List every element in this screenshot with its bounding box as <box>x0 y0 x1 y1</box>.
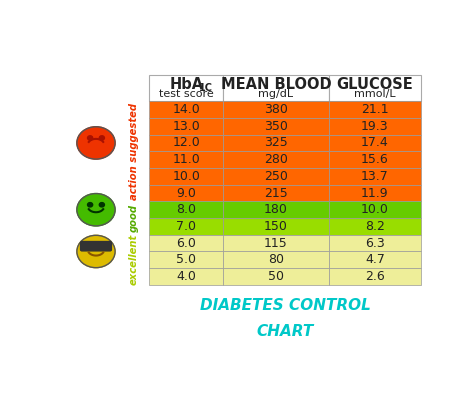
FancyBboxPatch shape <box>223 218 328 235</box>
Text: 8.0: 8.0 <box>176 203 196 216</box>
FancyBboxPatch shape <box>149 135 223 151</box>
Text: 12.0: 12.0 <box>173 137 200 149</box>
Text: 380: 380 <box>264 103 288 116</box>
Text: 80: 80 <box>268 253 284 266</box>
Text: 4.7: 4.7 <box>365 253 385 266</box>
Text: mg/dL: mg/dL <box>258 89 293 99</box>
Text: 8.2: 8.2 <box>365 220 385 233</box>
Circle shape <box>99 136 104 140</box>
Circle shape <box>77 194 115 226</box>
Text: 11.9: 11.9 <box>361 187 389 200</box>
Text: 4.0: 4.0 <box>176 270 196 283</box>
Text: 350: 350 <box>264 120 288 133</box>
Text: 15.6: 15.6 <box>361 153 389 166</box>
Text: 325: 325 <box>264 137 288 149</box>
FancyBboxPatch shape <box>223 201 328 218</box>
FancyBboxPatch shape <box>223 101 328 118</box>
Text: 180: 180 <box>264 203 288 216</box>
FancyBboxPatch shape <box>149 118 223 135</box>
Text: 9.0: 9.0 <box>176 187 196 200</box>
Circle shape <box>88 202 93 207</box>
Text: MEAN BLOOD: MEAN BLOOD <box>220 77 331 92</box>
FancyBboxPatch shape <box>149 252 223 268</box>
Text: good: good <box>129 204 139 232</box>
FancyBboxPatch shape <box>328 135 421 151</box>
Text: 13.7: 13.7 <box>361 170 389 183</box>
FancyBboxPatch shape <box>328 252 421 268</box>
FancyBboxPatch shape <box>223 168 328 185</box>
FancyBboxPatch shape <box>149 101 223 118</box>
FancyBboxPatch shape <box>223 185 328 201</box>
Text: 17.4: 17.4 <box>361 137 389 149</box>
FancyBboxPatch shape <box>328 235 421 252</box>
Circle shape <box>99 202 104 207</box>
Text: test score: test score <box>159 89 214 99</box>
FancyBboxPatch shape <box>149 218 223 235</box>
FancyBboxPatch shape <box>328 118 421 135</box>
Text: excellent: excellent <box>129 234 139 286</box>
FancyBboxPatch shape <box>149 201 223 218</box>
FancyBboxPatch shape <box>149 151 223 168</box>
Text: 13.0: 13.0 <box>173 120 200 133</box>
Text: 14.0: 14.0 <box>173 103 200 116</box>
Text: 50: 50 <box>268 270 284 283</box>
FancyBboxPatch shape <box>223 268 328 285</box>
Text: 115: 115 <box>264 237 288 250</box>
Circle shape <box>77 127 115 159</box>
Text: DIABETES CONTROL: DIABETES CONTROL <box>200 298 371 313</box>
FancyBboxPatch shape <box>328 268 421 285</box>
FancyBboxPatch shape <box>223 75 328 101</box>
FancyBboxPatch shape <box>328 218 421 235</box>
FancyBboxPatch shape <box>223 118 328 135</box>
Text: 6.3: 6.3 <box>365 237 385 250</box>
FancyBboxPatch shape <box>149 235 223 252</box>
Text: 7.0: 7.0 <box>176 220 196 233</box>
Text: 11.0: 11.0 <box>173 153 200 166</box>
Text: mmol/L: mmol/L <box>354 89 396 99</box>
FancyBboxPatch shape <box>149 185 223 201</box>
FancyBboxPatch shape <box>223 252 328 268</box>
FancyBboxPatch shape <box>81 242 111 251</box>
Text: 215: 215 <box>264 187 288 200</box>
FancyBboxPatch shape <box>149 168 223 185</box>
FancyBboxPatch shape <box>328 168 421 185</box>
Text: 5.0: 5.0 <box>176 253 196 266</box>
FancyBboxPatch shape <box>223 151 328 168</box>
Text: 10.0: 10.0 <box>361 203 389 216</box>
Text: 1C: 1C <box>200 83 213 93</box>
Text: 2.6: 2.6 <box>365 270 385 283</box>
Text: 250: 250 <box>264 170 288 183</box>
Text: action suggested: action suggested <box>129 103 139 200</box>
Circle shape <box>77 235 115 268</box>
Text: 10.0: 10.0 <box>172 170 200 183</box>
FancyBboxPatch shape <box>149 75 223 101</box>
Text: 21.1: 21.1 <box>361 103 389 116</box>
FancyBboxPatch shape <box>223 235 328 252</box>
Text: 280: 280 <box>264 153 288 166</box>
FancyBboxPatch shape <box>328 185 421 201</box>
Circle shape <box>88 136 93 140</box>
FancyBboxPatch shape <box>328 101 421 118</box>
FancyBboxPatch shape <box>328 151 421 168</box>
FancyBboxPatch shape <box>149 268 223 285</box>
FancyBboxPatch shape <box>328 201 421 218</box>
FancyBboxPatch shape <box>223 135 328 151</box>
Text: 150: 150 <box>264 220 288 233</box>
Text: CHART: CHART <box>256 324 314 339</box>
Text: HbA: HbA <box>169 77 203 92</box>
FancyBboxPatch shape <box>328 75 421 101</box>
Text: 6.0: 6.0 <box>176 237 196 250</box>
Text: 19.3: 19.3 <box>361 120 389 133</box>
Text: GLUCOSE: GLUCOSE <box>337 77 413 92</box>
